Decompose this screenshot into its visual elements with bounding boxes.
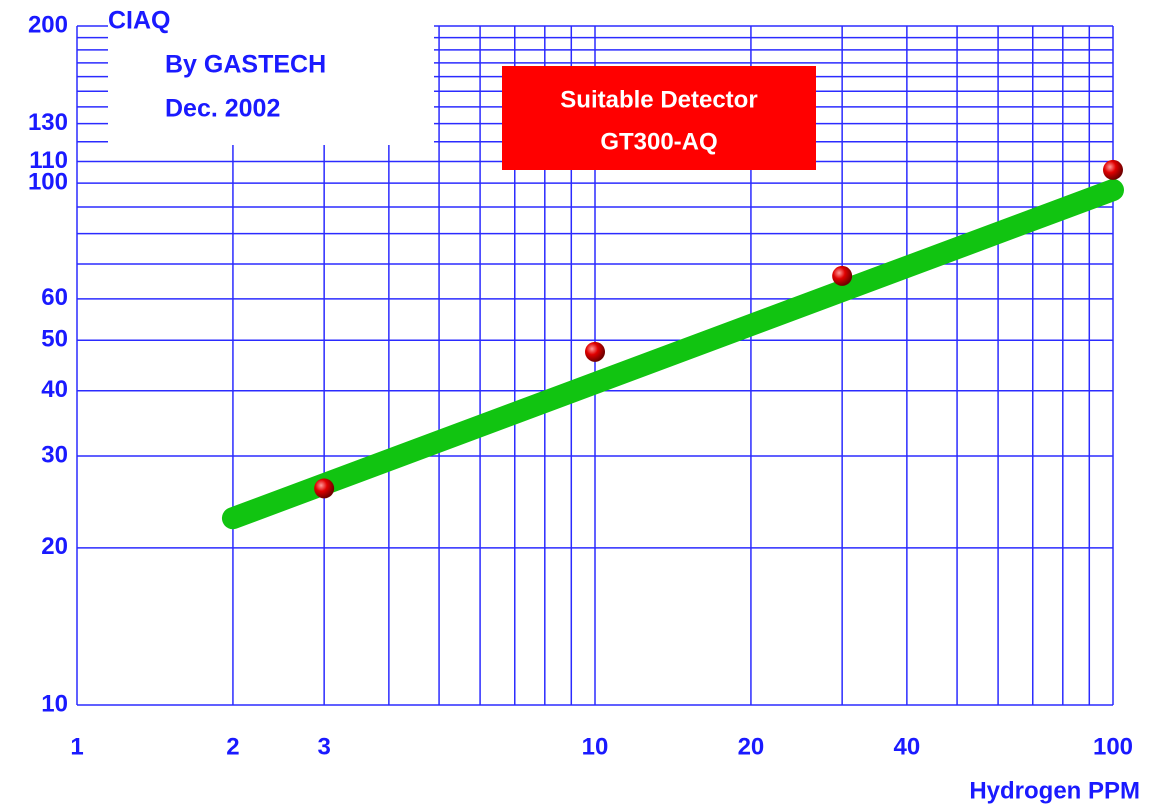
- x-tick-label: 10: [582, 733, 609, 760]
- chart-subtitle: Dec. 2002: [165, 95, 280, 123]
- x-tick-label: 20: [738, 733, 765, 760]
- x-tick-label: 2: [226, 733, 239, 760]
- data-point: [585, 341, 605, 362]
- chart-subtitle: By GASTECH: [165, 51, 326, 79]
- x-tick-label: 40: [894, 733, 921, 760]
- y-tick-label: 130: [28, 109, 68, 136]
- title-backdrop: [108, 0, 434, 145]
- data-point: [314, 478, 335, 499]
- y-tick-label: 100: [28, 168, 68, 195]
- x-axis-label: Hydrogen PPM: [969, 777, 1140, 804]
- y-tick-label: 30: [41, 441, 68, 468]
- y-tick-label: 50: [41, 326, 68, 353]
- chart-title: CIAQ: [108, 7, 171, 35]
- y-tick-label: 20: [41, 533, 68, 560]
- y-tick-label: 110: [29, 147, 68, 174]
- y-tick-label: 40: [41, 376, 68, 403]
- x-tick-label: 100: [1093, 733, 1133, 760]
- data-point: [832, 265, 853, 286]
- annotation: GT300-AQ: [600, 128, 717, 155]
- y-tick-label: 10: [41, 690, 68, 717]
- annotation: Suitable Detector: [560, 86, 757, 113]
- y-tick-label: 60: [41, 284, 68, 311]
- data-point: [1103, 159, 1123, 180]
- x-tick-label: 1: [70, 733, 83, 760]
- y-tick-label: 200: [28, 11, 68, 38]
- x-tick-label: 3: [317, 733, 330, 760]
- annotation-box: [502, 66, 816, 170]
- fit-line: [221, 179, 1124, 530]
